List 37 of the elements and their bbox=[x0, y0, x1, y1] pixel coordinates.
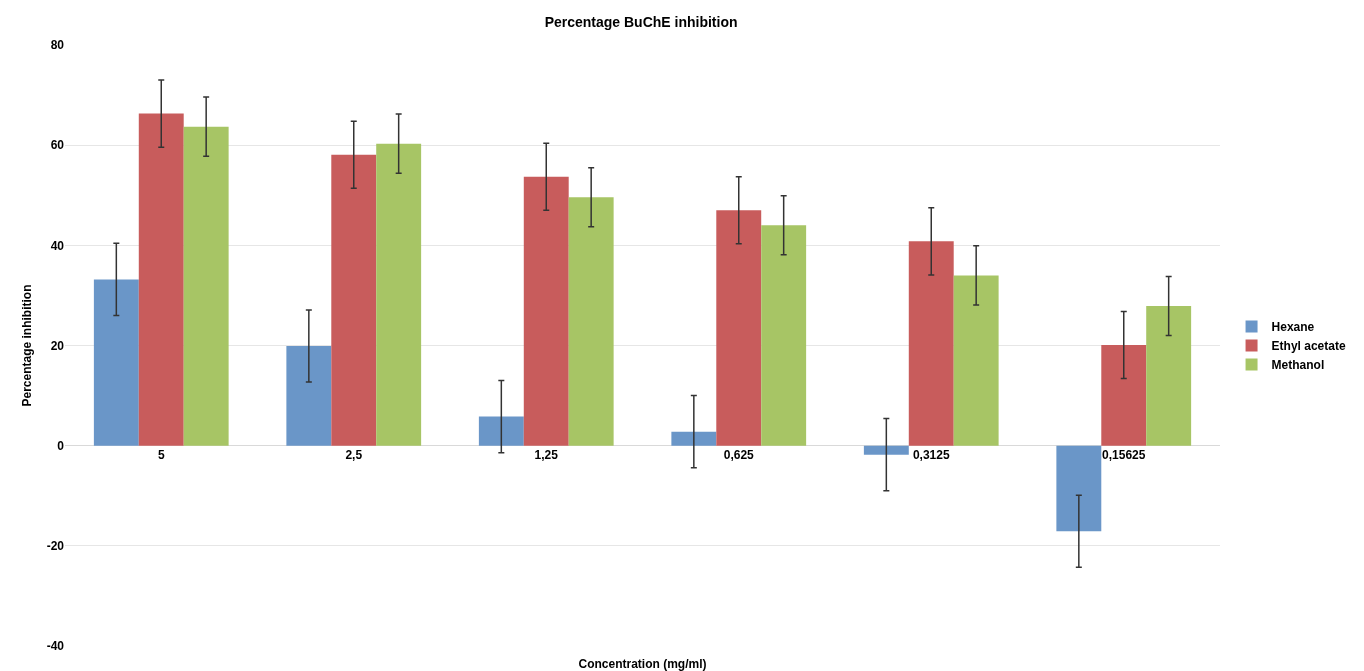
y-tick-label: 60 bbox=[50, 138, 65, 153]
legend-label: Ethyl acetate bbox=[1271, 339, 1346, 354]
y-tick-label: 80 bbox=[50, 38, 65, 53]
y-tick-label: -40 bbox=[46, 639, 65, 654]
bar bbox=[93, 279, 139, 446]
y-tick-label: -20 bbox=[46, 539, 65, 554]
bar bbox=[761, 225, 807, 446]
bar bbox=[863, 445, 909, 455]
bar bbox=[331, 154, 377, 446]
x-tick-label: 2,5 bbox=[345, 447, 363, 462]
bar bbox=[908, 241, 954, 446]
legend-label: Methanol bbox=[1271, 358, 1325, 373]
x-tick-label: 5 bbox=[157, 447, 165, 462]
bar bbox=[286, 346, 332, 446]
bar bbox=[568, 197, 614, 446]
bar bbox=[716, 210, 762, 446]
bar bbox=[1056, 445, 1102, 532]
bar bbox=[671, 431, 717, 446]
legend-label: Hexane bbox=[1271, 320, 1315, 335]
x-tick-label: 0,3125 bbox=[912, 447, 950, 462]
bar bbox=[138, 113, 184, 446]
x-tick-label: 0,15625 bbox=[1102, 447, 1146, 462]
x-axis-title: Concentration (mg/ml) bbox=[578, 657, 707, 671]
y-axis-title: Percentage inhibition bbox=[20, 284, 34, 407]
bar bbox=[1146, 305, 1192, 446]
chart-title: Percentage BuChE inhibition bbox=[544, 13, 738, 30]
x-tick-label: 0,625 bbox=[723, 447, 755, 462]
bar bbox=[478, 416, 524, 446]
bar bbox=[1101, 345, 1147, 446]
bar bbox=[953, 275, 999, 446]
bar bbox=[376, 143, 422, 446]
bar bbox=[523, 176, 569, 446]
x-tick-label: 1,25 bbox=[534, 447, 559, 462]
y-tick-label: 40 bbox=[50, 238, 65, 253]
y-tick-label: 20 bbox=[50, 338, 65, 353]
y-tick-label: 0 bbox=[57, 438, 65, 453]
bar bbox=[183, 126, 229, 446]
